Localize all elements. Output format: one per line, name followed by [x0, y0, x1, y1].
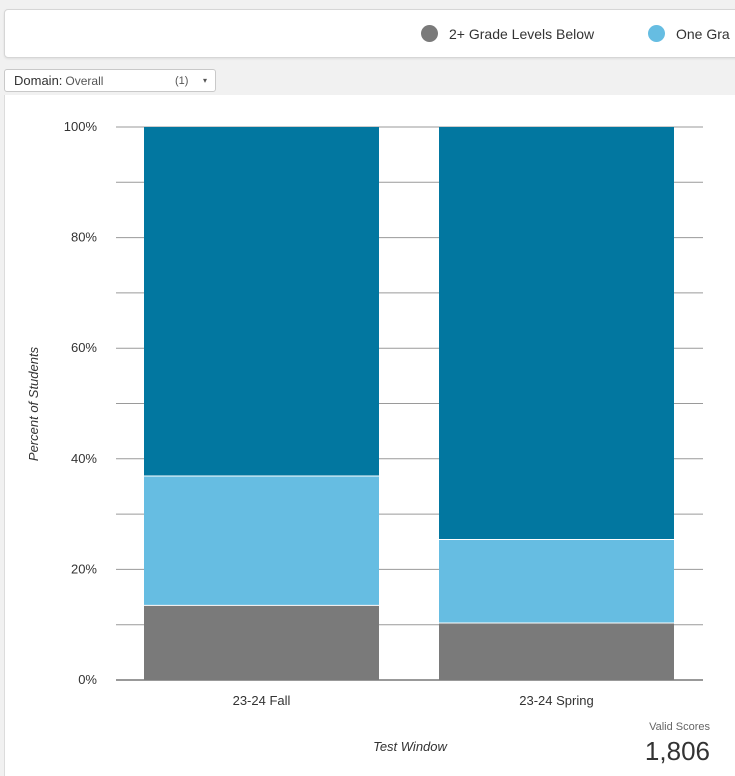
x-tick-label: 23-24 Spring	[519, 693, 593, 708]
valid-scores-label: Valid Scores	[649, 721, 710, 733]
bar-segment[interactable]	[144, 127, 379, 476]
bar-segment[interactable]	[439, 623, 674, 680]
legend-item-one-grade[interactable]: One Gra	[648, 10, 730, 57]
legend-dot-icon	[648, 25, 665, 42]
y-tick-label: 0%	[78, 672, 97, 687]
domain-filter-dropdown[interactable]: Domain: Overall (1) ▾	[4, 69, 216, 92]
legend-item-2plus-below[interactable]: 2+ Grade Levels Below	[421, 10, 594, 57]
x-tick-label: 23-24 Fall	[233, 693, 291, 708]
y-tick-label: 60%	[71, 340, 97, 355]
domain-filter-count: (1)	[175, 74, 189, 87]
x-axis-title: Test Window	[373, 739, 448, 754]
domain-filter-value: Overall	[65, 73, 104, 88]
y-tick-label: 40%	[71, 451, 97, 466]
legend-dot-icon	[421, 25, 438, 42]
legend-label: One Gra	[676, 25, 730, 42]
domain-filter-label: Domain:	[14, 73, 63, 88]
y-axis-title: Percent of Students	[26, 346, 41, 461]
y-tick-label: 80%	[71, 230, 97, 245]
y-tick-label: 100%	[64, 119, 98, 134]
bar-segment[interactable]	[144, 605, 379, 680]
legend-bar: 2+ Grade Levels Below One Gra	[4, 9, 735, 58]
y-tick-label: 20%	[71, 561, 97, 576]
valid-scores-value: 1,806	[644, 736, 710, 766]
bar-segment[interactable]	[439, 539, 674, 624]
chevron-down-icon: ▾	[203, 76, 208, 85]
bar-segment[interactable]	[144, 475, 379, 606]
legend-label: 2+ Grade Levels Below	[449, 25, 595, 42]
bar-segment[interactable]	[439, 127, 674, 540]
